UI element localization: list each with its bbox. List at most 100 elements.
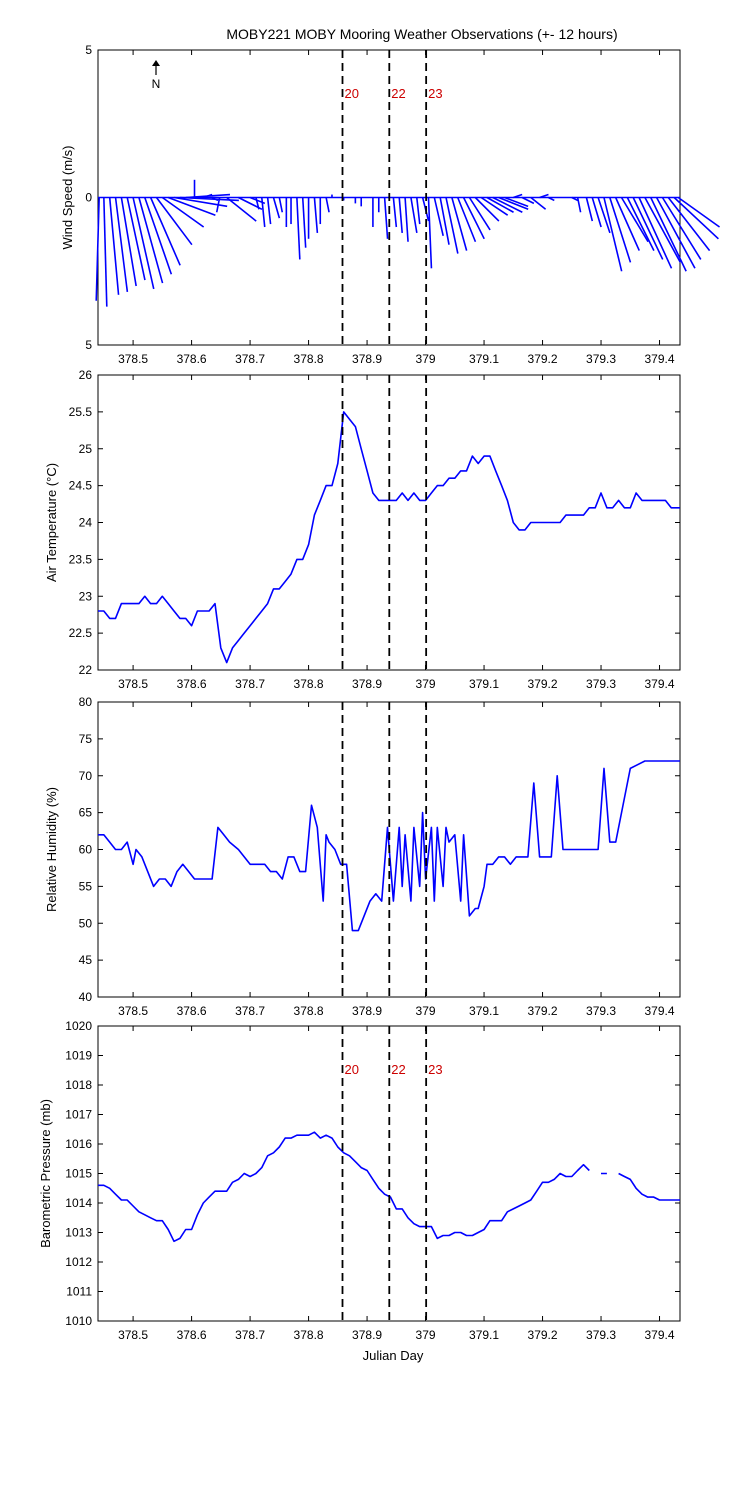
y-tick-label: 80 xyxy=(79,695,93,709)
x-tick-label: 378.9 xyxy=(352,1328,382,1342)
wind-stick xyxy=(149,197,181,266)
x-tick-label: 379.2 xyxy=(528,1004,558,1018)
wind-stick xyxy=(468,197,491,231)
wind-stick xyxy=(313,197,319,233)
x-tick-label: 379.4 xyxy=(645,677,675,691)
x-tick-label: 378.9 xyxy=(352,677,382,691)
wind-stick xyxy=(266,197,272,225)
north-arrowhead xyxy=(152,60,160,66)
marker-label: 23 xyxy=(428,1062,442,1077)
wind-stick xyxy=(108,197,120,295)
wind-stick xyxy=(120,197,137,287)
wind-stick xyxy=(427,197,433,269)
series-line-airtemp xyxy=(98,411,680,664)
y-tick-label: 60 xyxy=(79,843,93,857)
x-tick-label: 379.1 xyxy=(469,1004,499,1018)
x-tick-label: 379.4 xyxy=(645,352,675,366)
wind-stick xyxy=(278,197,284,213)
wind-stick xyxy=(609,197,632,263)
wind-stick xyxy=(451,197,468,251)
panel-pressure: 378.5 378.6 378.7 378.8 378.9 379 379.1 379.2 37… xyxy=(38,1019,681,1342)
wind-stick xyxy=(260,197,266,228)
x-tick-label: 378.5 xyxy=(118,1004,148,1018)
y-tick-label: 1010 xyxy=(65,1314,92,1328)
y-tick-label: 1018 xyxy=(65,1078,92,1092)
y-tick-label: 25.5 xyxy=(69,405,93,419)
marker-label: 20 xyxy=(344,86,358,101)
series-line-humidity xyxy=(98,760,680,932)
wind-stick xyxy=(138,197,164,284)
x-tick-label: 379 xyxy=(416,352,436,366)
wind-stick xyxy=(392,197,398,228)
wind-stick xyxy=(114,197,129,292)
y-tick-label: 1019 xyxy=(65,1049,92,1063)
wind-stick xyxy=(383,197,389,239)
y-tick-label: 24 xyxy=(79,516,93,530)
wind-stick xyxy=(456,197,477,243)
marker-label: 22 xyxy=(391,1062,405,1077)
wind-stick xyxy=(410,197,418,234)
wind-stick xyxy=(296,197,301,260)
x-tick-label: 378.8 xyxy=(294,1328,324,1342)
y-tick-label: 26 xyxy=(79,368,93,382)
wind-stick xyxy=(539,193,549,199)
wind-stick xyxy=(677,196,721,228)
wind-stick xyxy=(591,197,602,228)
wind-stick xyxy=(398,197,403,233)
panel-wind: 378.5 378.6 378.7 378.8 378.9 379 379.1 379.2 37… xyxy=(60,43,721,366)
wind-stick xyxy=(325,197,330,213)
x-tick-label: 378.6 xyxy=(177,1328,207,1342)
y-tick-label: 22 xyxy=(79,663,93,677)
x-tick-label: 379.3 xyxy=(586,677,616,691)
wind-stick xyxy=(632,197,664,260)
y-tick-label: 25 xyxy=(79,442,93,456)
y-axis-label: Relative Humidity (%) xyxy=(44,787,59,912)
north-label: N xyxy=(152,77,161,91)
wind-stick xyxy=(504,196,529,208)
y-axis-label: Air Temperature (°C) xyxy=(44,463,59,582)
panel-humidity: 378.5 378.6 378.7 378.8 378.9 379 379.1 379.2 37… xyxy=(44,695,681,1018)
y-tick-label: 45 xyxy=(79,953,93,967)
wind-stick xyxy=(597,197,611,234)
x-tick-label: 378.7 xyxy=(235,1328,265,1342)
wind-stick xyxy=(585,197,594,222)
wind-stick xyxy=(226,196,257,222)
wind-stick xyxy=(445,197,459,254)
wind-stick xyxy=(492,196,523,213)
wind-stick xyxy=(211,196,219,202)
wind-stick xyxy=(614,197,640,251)
y-axis-label: Barometric Pressure (mb) xyxy=(38,1099,53,1248)
y-tick-label: 1020 xyxy=(65,1019,92,1033)
y-tick-label: 0 xyxy=(85,191,92,205)
wind-stick xyxy=(638,197,673,269)
wind-stick xyxy=(462,197,485,240)
wind-stick xyxy=(272,197,281,219)
y-axis-label: Wind Speed (m/s) xyxy=(60,145,75,249)
x-tick-label: 378.8 xyxy=(294,352,324,366)
x-tick-label: 378.6 xyxy=(177,677,207,691)
y-tick-label: 1014 xyxy=(65,1196,92,1210)
wind-stick xyxy=(576,197,582,213)
y-tick-label: 24.5 xyxy=(69,479,93,493)
series-line-pressure xyxy=(98,1131,680,1243)
marker-label: 20 xyxy=(344,1062,358,1077)
wind-stick xyxy=(103,197,108,307)
wind-stick xyxy=(404,197,409,242)
x-tick-label: 379.4 xyxy=(645,1328,675,1342)
x-tick-label: 379.1 xyxy=(469,352,499,366)
wind-stick xyxy=(667,197,711,252)
y-tick-label: 1012 xyxy=(65,1255,92,1269)
marker-label: 23 xyxy=(428,86,442,101)
y-tick-label: 50 xyxy=(79,916,93,930)
wind-stick xyxy=(474,196,500,222)
x-axis-label: Julian Day xyxy=(363,1348,424,1363)
wind-stick xyxy=(301,197,307,248)
wind-stick xyxy=(513,193,523,199)
y-tick-label: 65 xyxy=(79,806,93,820)
wind-stick xyxy=(433,197,444,237)
x-tick-label: 378.6 xyxy=(177,1004,207,1018)
y-tick-label: 23.5 xyxy=(69,552,93,566)
y-tick-label: 1016 xyxy=(65,1137,92,1151)
wind-stick xyxy=(650,197,687,272)
wind-stick xyxy=(255,197,260,210)
